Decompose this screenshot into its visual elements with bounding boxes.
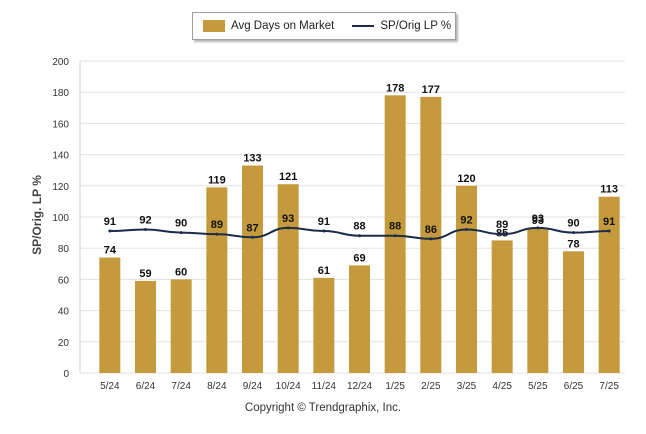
bar-data-labels: 7459601191331216169178177120859378113 bbox=[104, 82, 618, 280]
y-tick-label: 200 bbox=[52, 57, 69, 68]
x-tick-label: 2/25 bbox=[421, 381, 441, 392]
line-point bbox=[322, 229, 326, 233]
bar bbox=[313, 277, 335, 373]
copyright: Copyright © Trendgraphix, Inc. bbox=[244, 402, 402, 414]
y-axis-label: SP/Orig. LP % bbox=[30, 175, 44, 255]
line-point bbox=[500, 232, 504, 236]
bar bbox=[456, 185, 477, 373]
line-point bbox=[393, 234, 397, 238]
bar-data-label: 177 bbox=[422, 84, 440, 96]
line-data-label: 90 bbox=[175, 218, 187, 230]
line-point bbox=[536, 226, 540, 230]
line-point bbox=[144, 227, 147, 231]
legend-bar-swatch bbox=[203, 20, 225, 32]
bar bbox=[277, 184, 299, 373]
line-point bbox=[607, 229, 611, 233]
bar bbox=[563, 251, 584, 373]
x-axis-ticks: 5/24 6/24 7/24 8/24 9/24 10/24 11/24 12/24 1/25 2… bbox=[100, 381, 619, 392]
x-tick-label: 6/25 bbox=[564, 381, 584, 392]
line-data-label: 92 bbox=[460, 214, 472, 226]
line-data-label: 89 bbox=[211, 219, 223, 231]
bar-data-label: 61 bbox=[318, 265, 330, 277]
x-tick-label: 5/25 bbox=[528, 381, 548, 392]
y-axis-ticks: 0 20 40 60 80 100 120 140 160 180 200 bbox=[52, 57, 69, 380]
bar bbox=[206, 187, 228, 373]
line-data-label: 91 bbox=[104, 216, 116, 228]
line-point bbox=[286, 226, 290, 230]
bar bbox=[349, 265, 370, 373]
bar-data-label: 120 bbox=[457, 173, 475, 185]
bar-data-label: 121 bbox=[279, 171, 297, 183]
y-tick-label: 100 bbox=[52, 213, 69, 224]
bar bbox=[135, 280, 156, 373]
bar-data-label: 60 bbox=[175, 266, 187, 278]
x-tick-label: 1/25 bbox=[385, 381, 405, 392]
bar bbox=[598, 196, 620, 373]
x-tick-label: 8/24 bbox=[207, 381, 227, 392]
line-data-label: 93 bbox=[532, 213, 544, 225]
line-data-label: 90 bbox=[567, 218, 579, 230]
bar bbox=[384, 95, 406, 373]
line-data-label: 92 bbox=[139, 214, 151, 226]
line-data-label: 89 bbox=[496, 219, 508, 231]
line-series: 91 92 90 89 87 93 91 88 88 86 92 89 93 90 91 bbox=[104, 213, 615, 241]
bar-data-label: 59 bbox=[139, 268, 151, 280]
line-data-label: 91 bbox=[318, 216, 330, 228]
line-point bbox=[465, 227, 468, 231]
line-data-label: 88 bbox=[353, 221, 365, 233]
y-tick-label: 180 bbox=[52, 88, 69, 99]
y-tick-label: 120 bbox=[52, 182, 69, 193]
bar-data-label: 74 bbox=[104, 245, 117, 257]
bar-series bbox=[99, 95, 620, 373]
line-point bbox=[429, 237, 433, 241]
bar-data-label: 93 bbox=[532, 215, 544, 227]
line-point bbox=[251, 235, 254, 239]
line-point bbox=[215, 232, 219, 236]
bar-data-label: 119 bbox=[208, 174, 226, 186]
x-tick-label: 3/25 bbox=[457, 381, 477, 392]
bar-data-label: 113 bbox=[600, 184, 618, 196]
y-tick-label: 60 bbox=[58, 275, 70, 286]
x-tick-label: 7/24 bbox=[171, 381, 191, 392]
legend-bar-label: Avg Days on Market bbox=[231, 20, 335, 32]
line-point bbox=[179, 231, 183, 235]
line-data-label: 91 bbox=[603, 216, 615, 228]
x-tick-label: 12/24 bbox=[347, 381, 372, 392]
line-data-label: 88 bbox=[389, 221, 401, 233]
bar-data-label: 178 bbox=[386, 82, 404, 94]
y-tick-label: 20 bbox=[58, 338, 70, 349]
bar bbox=[242, 165, 263, 373]
line-data-label: 87 bbox=[246, 222, 258, 234]
x-tick-label: 7/25 bbox=[599, 381, 619, 392]
legend: Avg Days on Market SP/Orig LP % bbox=[192, 12, 456, 40]
y-tick-label: 40 bbox=[58, 307, 70, 318]
line-data-label: 93 bbox=[282, 213, 294, 225]
bar-data-label: 133 bbox=[243, 153, 261, 165]
legend-line-swatch bbox=[352, 25, 375, 27]
bar bbox=[491, 240, 513, 373]
line-point bbox=[572, 231, 575, 235]
line-data-label: 86 bbox=[425, 224, 437, 236]
x-tick-label: 4/25 bbox=[492, 381, 512, 392]
x-tick-label: 9/24 bbox=[243, 381, 263, 392]
x-tick-label: 6/24 bbox=[136, 381, 156, 392]
x-tick-label: 5/24 bbox=[100, 381, 120, 392]
bar-data-label: 69 bbox=[353, 252, 365, 264]
y-tick-label: 140 bbox=[52, 151, 69, 162]
x-tick-label: 11/24 bbox=[312, 381, 337, 392]
bar bbox=[420, 96, 442, 373]
line-point bbox=[108, 229, 112, 233]
bar bbox=[527, 227, 549, 373]
legend-line-label: SP/Orig LP % bbox=[380, 20, 452, 32]
y-tick-label: 0 bbox=[63, 369, 69, 380]
y-tick-label: 80 bbox=[58, 244, 70, 255]
x-tick-label: 10/24 bbox=[276, 381, 301, 392]
bar bbox=[99, 257, 121, 373]
y-tick-label: 160 bbox=[52, 119, 69, 130]
bar bbox=[170, 279, 192, 373]
bar-data-label: 78 bbox=[567, 238, 579, 250]
line-point bbox=[358, 234, 361, 238]
